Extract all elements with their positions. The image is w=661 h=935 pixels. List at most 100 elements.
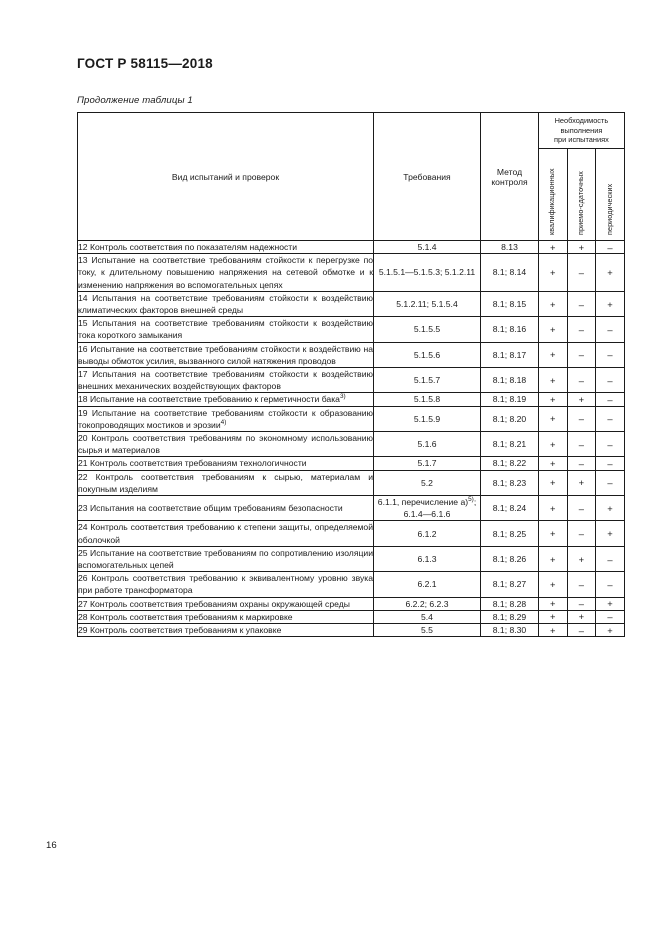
cell-method: 8.13	[480, 239, 539, 255]
cell-requirements: 5.1.5.7	[373, 367, 481, 394]
cell-kind: 28 Контроль соответствия требованиям к м…	[77, 609, 374, 625]
cell-mark-periodic: +	[595, 623, 625, 638]
cell-mark-periodic: –	[595, 316, 625, 343]
cell-mark-qualification: +	[538, 239, 568, 255]
cell-mark-periodic: +	[595, 495, 625, 522]
cell-method: 8.1; 8.16	[480, 316, 539, 343]
cell-mark-qualification: +	[538, 316, 568, 343]
cell-kind: 20 Контроль соответствия требованиям по …	[77, 431, 374, 458]
cell-method: 8.1; 8.24	[480, 495, 539, 522]
cell-requirements: 6.2.2; 6.2.3	[373, 596, 481, 611]
cell-mark-qualification: +	[538, 405, 568, 433]
cell-mark-qualification: +	[538, 469, 568, 497]
cell-method: 8.1; 8.15	[480, 290, 539, 318]
cell-kind: 23 Испытания на соответствие общим требо…	[77, 495, 374, 522]
cell-mark-periodic: –	[595, 609, 625, 625]
cell-requirements: 5.1.5.8	[373, 392, 481, 407]
cell-mark-periodic: –	[595, 392, 625, 407]
requirements-table: Вид испытаний и проверок Требования Мето…	[77, 112, 625, 638]
page-number: 16	[46, 840, 57, 851]
cell-kind: 16 Испытание на соответствие требованиям…	[77, 341, 374, 369]
cell-mark-periodic: –	[595, 545, 625, 573]
cell-requirements: 5.1.5.9	[373, 405, 481, 433]
group-header-line3: при испытаниях	[554, 135, 609, 145]
cell-requirements: 5.1.4	[373, 239, 481, 255]
cell-mark-acceptance: –	[566, 431, 597, 458]
cell-mark-periodic: –	[595, 456, 625, 471]
cell-kind: 24 Контроль соответствия требованию к ст…	[77, 520, 374, 547]
cell-requirements: 5.2	[373, 469, 481, 497]
cell-mark-acceptance: –	[566, 520, 597, 547]
cell-kind: 26 Контроль соответствия требованию к эк…	[77, 571, 374, 598]
cell-mark-periodic: +	[595, 596, 625, 611]
cell-method: 8.1; 8.27	[480, 571, 539, 598]
table-caption: Продолжение таблицы 1	[77, 95, 193, 106]
cell-mark-acceptance: +	[566, 239, 597, 255]
cell-mark-periodic: +	[595, 290, 625, 318]
table-row: 13 Испытание на соответствие требованиям…	[77, 253, 625, 292]
table-row: 22 Контроль соответствия требованиям к с…	[77, 469, 625, 497]
cell-mark-acceptance: –	[566, 456, 597, 471]
column-header-acceptance-label: приемо-сдаточных	[575, 171, 585, 235]
cell-requirements: 6.1.2	[373, 520, 481, 547]
cell-mark-periodic: –	[595, 469, 625, 497]
table-header-row-sub: квалификационных приемо-сдаточных период…	[78, 148, 625, 241]
table-head: Вид испытаний и проверок Требования Мето…	[77, 112, 625, 241]
cell-kind: 12 Контроль соответствия по показателям …	[77, 239, 374, 255]
table-row: 14 Испытания на соответствие требованиям…	[77, 290, 625, 318]
cell-kind: 17 Испытания на соответствие требованиям…	[77, 367, 374, 394]
cell-kind: 18 Испытание на соответствие требованию …	[77, 392, 374, 407]
cell-method: 8.1; 8.18	[480, 367, 539, 394]
table-row: 28 Контроль соответствия требованиям к м…	[77, 609, 625, 625]
cell-kind: 13 Испытание на соответствие требованиям…	[77, 253, 374, 292]
table-row: 15 Испытания на соответствие требованиям…	[77, 316, 625, 343]
cell-method: 8.1; 8.30	[480, 623, 539, 638]
column-header-acceptance: приемо-сдаточных	[566, 148, 597, 241]
cell-mark-qualification: +	[538, 341, 568, 369]
cell-method: 8.1; 8.26	[480, 545, 539, 573]
cell-kind: 21 Контроль соответствия требованиям тех…	[77, 456, 374, 471]
cell-mark-qualification: +	[538, 571, 568, 598]
cell-mark-qualification: +	[538, 367, 568, 394]
table-row: 26 Контроль соответствия требованию к эк…	[77, 571, 625, 598]
cell-mark-qualification: +	[538, 545, 568, 573]
group-header-line1: Необходимость	[554, 116, 609, 126]
table-row: 16 Испытание на соответствие требованиям…	[77, 341, 625, 369]
cell-kind: 27 Контроль соответствия требованиям охр…	[77, 596, 374, 611]
cell-mark-acceptance: +	[566, 469, 597, 497]
cell-kind: 25 Испытание на соответствие требованиям…	[77, 545, 374, 573]
table-body: 12 Контроль соответствия по показателям …	[77, 239, 625, 638]
cell-kind: 15 Испытания на соответствие требованиям…	[77, 316, 374, 343]
cell-method: 8.1; 8.29	[480, 609, 539, 625]
column-header-periodic-label: периодических	[604, 183, 614, 235]
cell-method: 8.1; 8.23	[480, 469, 539, 497]
group-header-line2: выполнения	[560, 125, 603, 135]
cell-mark-acceptance: –	[566, 367, 597, 394]
cell-method: 8.1; 8.17	[480, 341, 539, 369]
cell-requirements: 6.1.3	[373, 545, 481, 573]
table-row: 24 Контроль соответствия требованию к ст…	[77, 520, 625, 547]
cell-mark-qualification: +	[538, 253, 568, 292]
cell-method: 8.1; 8.14	[480, 253, 539, 292]
column-header-group-necessity: Необходимость выполнения при испытаниях	[538, 112, 625, 149]
cell-requirements: 6.2.1	[373, 571, 481, 598]
cell-mark-qualification: +	[538, 520, 568, 547]
footnote-marker: 5)	[468, 496, 474, 504]
cell-mark-periodic: –	[595, 405, 625, 433]
cell-requirements: 5.1.2.11; 5.1.5.4	[373, 290, 481, 318]
cell-requirements: 5.1.5.1—5.1.5.3; 5.1.2.11	[373, 253, 481, 292]
column-header-method: Метод контроля	[480, 112, 539, 241]
table-row: 17 Испытания на соответствие требованиям…	[77, 367, 625, 394]
table-container: Вид испытаний и проверок Требования Мето…	[77, 112, 625, 638]
cell-method: 8.1; 8.19	[480, 392, 539, 407]
table-row: 20 Контроль соответствия требованиям по …	[77, 431, 625, 458]
cell-requirements: 5.1.7	[373, 456, 481, 471]
table-row: 19 Испытание на соответствие требованиям…	[77, 405, 625, 433]
cell-requirements: 5.1.6	[373, 431, 481, 458]
table-row: 27 Контроль соответствия требованиям охр…	[77, 596, 625, 611]
cell-mark-acceptance: –	[566, 316, 597, 343]
cell-kind: 19 Испытание на соответствие требованиям…	[77, 405, 374, 433]
cell-mark-acceptance: –	[566, 596, 597, 611]
table-row: 18 Испытание на соответствие требованию …	[77, 392, 625, 407]
cell-mark-periodic: –	[595, 367, 625, 394]
